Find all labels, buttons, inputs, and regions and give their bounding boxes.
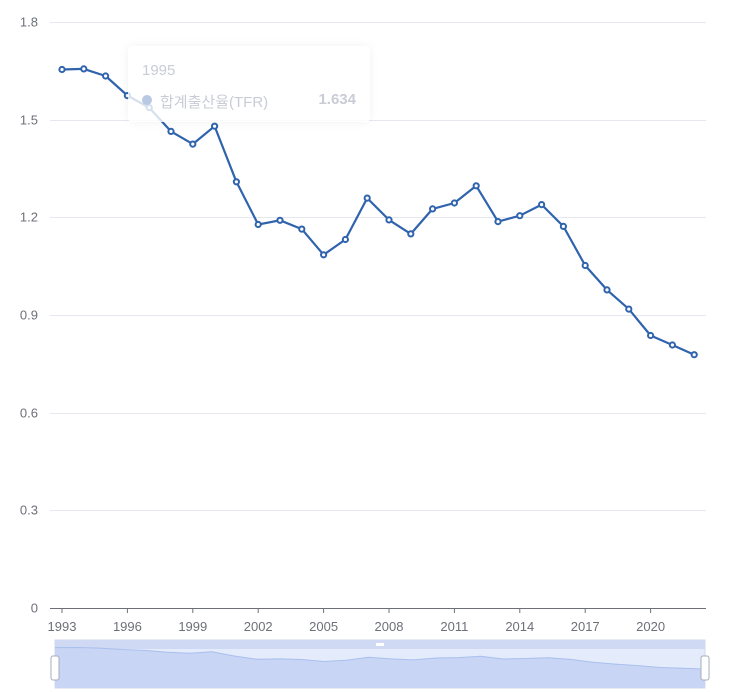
x-tick-label: 1993 [48,619,77,634]
data-point[interactable] [690,351,698,359]
data-point[interactable] [429,205,437,213]
data-point[interactable] [341,235,349,244]
data-point[interactable] [167,127,175,135]
data-point[interactable] [472,182,480,190]
data-point[interactable] [559,222,568,230]
data-point[interactable] [189,140,197,148]
data-zoom-preview-area [55,647,705,688]
data-zoom-slider[interactable] [50,639,710,689]
y-tick-label: 1.2 [20,210,38,225]
data-point[interactable] [385,216,393,224]
y-tick-label: 0.6 [20,406,38,421]
data-point[interactable] [603,286,611,294]
series-line[interactable] [61,67,695,356]
data-point[interactable] [516,212,524,220]
data-point[interactable] [450,199,458,207]
data-zoom-preview-line [54,646,706,670]
data-point[interactable] [538,201,546,209]
data-zoom-grip-icon[interactable] [376,643,384,646]
tooltip-value: 1.634 [318,91,356,108]
y-tick-label: 0.3 [20,503,38,518]
y-tick-label: 1.5 [20,113,38,128]
data-point[interactable] [298,225,306,233]
data-point[interactable] [254,220,262,229]
series-layer[interactable] [58,65,698,359]
data-point[interactable] [407,230,415,238]
data-point[interactable] [211,122,219,130]
y-axis-ticks: 0 0.3 0.6 0.9 1.2 1.5 1.8 [20,15,38,616]
data-zoom-left-handle[interactable] [50,655,60,681]
data-point[interactable] [668,341,677,349]
x-tick-label: 2005 [309,619,338,634]
data-point[interactable] [102,72,110,80]
tooltip: 1995 합계출산율(TFR) 1.634 [128,46,370,122]
x-tick-label: 2002 [244,619,273,634]
y-tick-label: 0 [31,601,38,616]
data-point[interactable] [581,261,589,270]
data-zoom-right-handle[interactable] [700,655,710,681]
x-tick-label: 2017 [571,619,600,634]
data-point[interactable] [276,216,284,224]
tooltip-year: 1995 [142,62,176,79]
x-tick-label: 2011 [440,619,468,634]
x-tick-label: 2008 [375,619,404,634]
x-tick-label: 2020 [636,619,665,634]
x-tick-label: 1999 [178,619,207,634]
x-axis-ticks: 1993 1996 1999 2002 2005 2008 2011 2014 2017 2020 [48,608,665,634]
y-tick-label: 0.9 [20,308,38,323]
data-point[interactable] [625,305,633,313]
data-point[interactable] [647,331,655,340]
data-point[interactable] [320,251,328,259]
data-point[interactable] [363,194,371,202]
data-point[interactable] [494,218,502,226]
data-point[interactable] [232,178,240,186]
data-point[interactable] [80,65,88,73]
x-tick-label: 1996 [113,619,142,634]
tooltip-series-name: 합계출산율(TFR) [160,94,269,111]
x-tick-label: 2014 [505,619,534,634]
data-point[interactable] [58,65,66,74]
y-tick-label: 1.8 [20,15,38,30]
tooltip-series-marker [142,95,152,105]
